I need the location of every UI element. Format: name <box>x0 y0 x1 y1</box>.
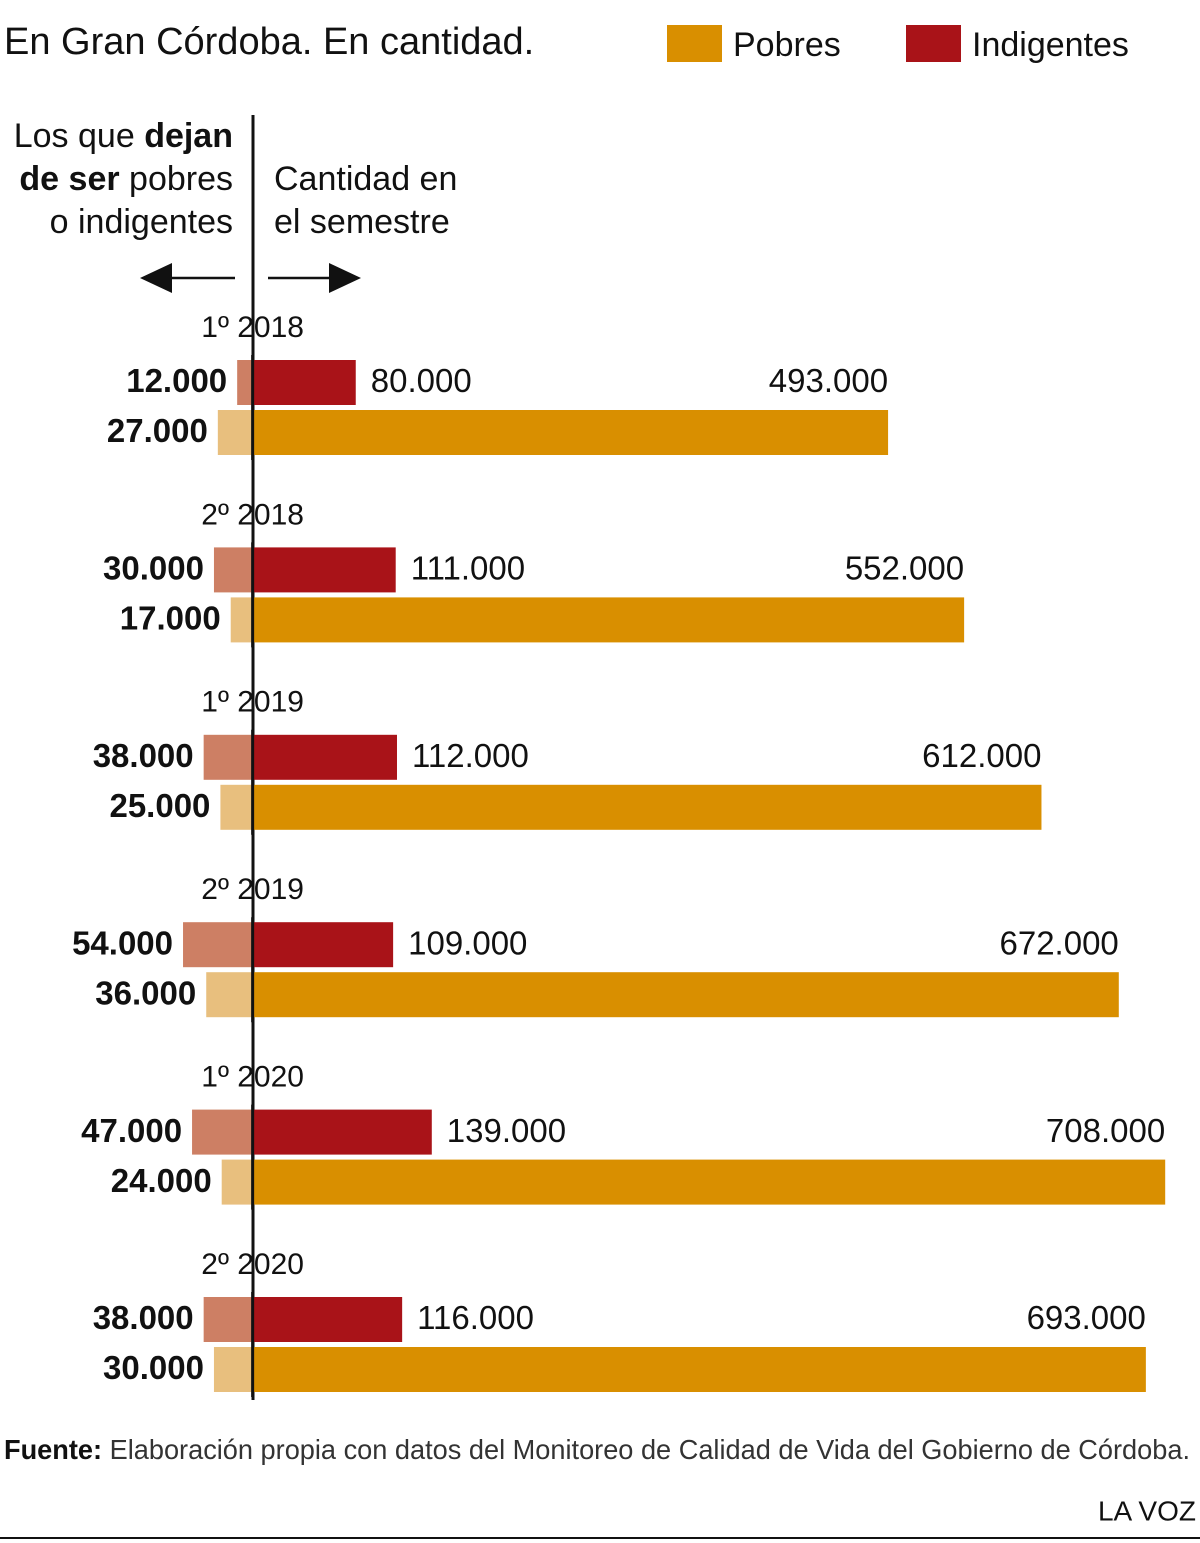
period-label: 2º 2019 <box>201 873 304 906</box>
arrow-left-head <box>140 263 172 293</box>
exit-value-label: 30.000 <box>103 1349 204 1386</box>
value-label: 552.000 <box>845 550 964 587</box>
right-header: Cantidad en <box>274 160 457 198</box>
exit-bar <box>217 410 253 455</box>
source-label: Fuente: <box>4 1434 102 1465</box>
exit-bar <box>230 597 253 643</box>
exit-value-label: 38.000 <box>93 737 194 774</box>
period-label: 2º 2020 <box>201 1248 304 1281</box>
value-label: 80.000 <box>371 362 472 399</box>
brand: LA VOZ <box>1098 1495 1196 1526</box>
exit-bar <box>213 1347 253 1392</box>
bar <box>252 360 356 405</box>
exit-value-label: 54.000 <box>72 924 173 961</box>
exit-bar <box>221 1159 253 1205</box>
value-label: 111.000 <box>411 550 525 587</box>
exit-bar <box>192 1109 253 1155</box>
bar <box>252 734 397 780</box>
exit-value-label: 38.000 <box>93 1299 194 1336</box>
period-label: 2º 2018 <box>201 498 304 531</box>
legend-swatch <box>906 25 961 62</box>
exit-bar <box>183 922 253 968</box>
bar <box>252 972 1119 1018</box>
left-header: o indigentes <box>50 203 233 241</box>
exit-bar <box>220 784 253 830</box>
source: Fuente: Elaboración propia con datos del… <box>4 1434 1190 1465</box>
bar <box>252 1159 1166 1205</box>
exit-value-label: 27.000 <box>107 412 208 449</box>
value-label: 693.000 <box>1027 1299 1146 1336</box>
exit-value-label: 30.000 <box>103 550 204 587</box>
period-label: 1º 2018 <box>201 311 304 344</box>
value-label: 109.000 <box>408 924 527 961</box>
left-header-part: dejan <box>144 117 233 155</box>
source-text: Elaboración propia con datos del Monitor… <box>102 1434 1190 1465</box>
bar <box>252 784 1042 830</box>
exit-bar <box>206 972 253 1018</box>
left-header-part: Los que <box>14 117 144 155</box>
bar <box>252 1347 1146 1392</box>
legend-swatch <box>667 25 722 62</box>
chart-title: En Gran Córdoba. En cantidad. <box>4 21 534 63</box>
value-label: 672.000 <box>1000 924 1119 961</box>
bar <box>252 922 394 968</box>
arrow-right-head <box>329 263 361 293</box>
exit-bar <box>203 1297 253 1342</box>
value-label: 612.000 <box>922 737 1041 774</box>
value-label: 139.000 <box>447 1112 566 1149</box>
exit-bar <box>213 547 253 593</box>
bar <box>252 1109 432 1155</box>
bar <box>252 597 965 643</box>
right-header: el semestre <box>274 203 450 241</box>
exit-value-label: 47.000 <box>81 1112 182 1149</box>
value-label: 116.000 <box>417 1299 534 1336</box>
bar <box>252 410 889 455</box>
period-label: 1º 2019 <box>201 686 304 719</box>
value-label: 708.000 <box>1046 1112 1165 1149</box>
exit-value-label: 36.000 <box>95 974 196 1011</box>
legend-label: Pobres <box>733 26 841 64</box>
left-header: de ser pobres <box>19 160 233 198</box>
left-header-part: de ser <box>19 160 119 198</box>
left-header-part: pobres <box>120 160 233 198</box>
bar <box>252 547 396 593</box>
exit-value-label: 24.000 <box>111 1162 212 1199</box>
exit-value-label: 25.000 <box>109 787 210 824</box>
value-label: 112.000 <box>412 737 529 774</box>
exit-bar <box>203 734 253 780</box>
exit-value-label: 12.000 <box>126 362 227 399</box>
exit-value-label: 17.000 <box>120 600 221 637</box>
legend-label: Indigentes <box>972 26 1129 64</box>
period-label: 1º 2020 <box>201 1061 304 1094</box>
bar <box>252 1297 403 1342</box>
left-header-part: o indigentes <box>50 203 233 241</box>
value-label: 493.000 <box>769 362 888 399</box>
exit-bar <box>237 360 253 405</box>
left-header: Los que dejan <box>14 117 233 155</box>
